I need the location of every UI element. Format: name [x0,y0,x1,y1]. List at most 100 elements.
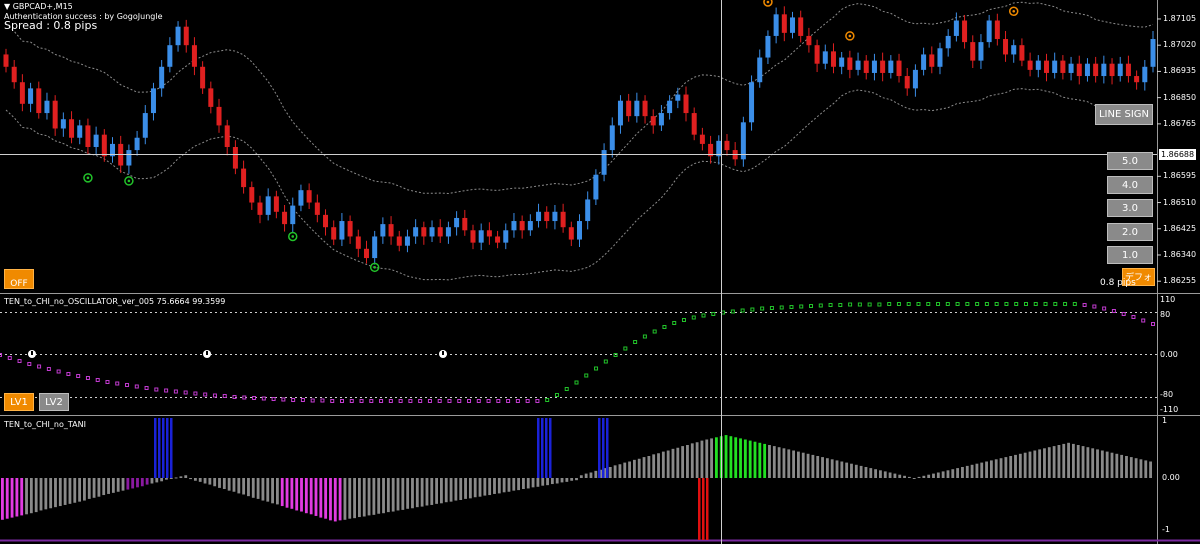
tani-bar [338,478,342,521]
tani-bar [792,450,796,478]
tani-bar [801,452,805,478]
default-button[interactable]: デフォルト [1122,268,1155,286]
price-tick-label: 1.86510 [1163,197,1197,207]
candle-body [486,230,492,237]
tani-bar [917,476,921,478]
value-button-2[interactable]: 2.0 [1107,223,1153,241]
tani-bar [777,447,781,478]
tani-bar [985,461,988,478]
tani-spike-up [549,418,552,478]
oscillator-point [134,384,139,389]
tani-bar [825,458,829,478]
tani-bar [927,474,931,478]
tani-bar [454,478,458,501]
tani-bar [806,453,810,478]
candle-body [683,94,689,114]
sell-signal-dot [1012,9,1016,13]
tani-bar [584,473,588,478]
tani-bar [903,475,906,478]
price-tick-label: 1.86255 [1163,276,1197,286]
lv1-button[interactable]: LV1 [4,393,34,411]
price-tick-label: 1.86765 [1163,118,1197,128]
tani-bar [1018,453,1022,478]
oscillator-point [359,399,364,403]
candle-body [855,60,861,70]
tani-bar [753,441,757,478]
candle-body [191,45,197,67]
tani-bar [975,463,979,478]
oscillator-point [193,391,198,396]
oscillator-point [300,398,305,402]
oscillator-point [46,367,51,371]
candle-body [1109,63,1115,77]
tani-spike-down [702,478,705,540]
tani-bar [324,478,328,519]
candle-body [601,150,607,175]
tani-bar [111,478,115,493]
tani-bar [946,470,950,478]
tani-bar [20,478,24,516]
tani-bar [874,469,878,478]
value-button-1[interactable]: 1.0 [1107,246,1153,264]
oscillator-values: 75.6664 99.3599 [156,297,226,306]
candle-body [52,100,58,129]
tani-bar [406,478,410,509]
tani-bar [174,477,178,479]
tani-bar [922,475,926,478]
oscillator-point [1072,302,1077,306]
tani-bar [1091,448,1095,478]
line-sign-button[interactable]: LINE SIGN [1095,104,1153,125]
tani-bar [203,478,207,484]
tani-bar [92,478,96,498]
candle-body [568,227,574,240]
candle-body [765,35,771,58]
oscillator-point [945,302,950,306]
tani-bar [251,478,255,498]
off-button[interactable]: OFF [4,269,34,289]
candle-body [617,100,623,126]
tani-spike-up [541,418,544,478]
tani-bar [29,478,33,514]
candle-body [396,236,402,246]
oscillator-point [125,383,130,387]
tani-bar [570,478,574,481]
lv2-button[interactable]: LV2 [39,393,69,411]
tani-bar [932,473,935,478]
tani-bar [39,478,43,511]
candle-body [3,54,9,67]
tani-bar [652,454,656,478]
tani-bar [266,478,270,502]
signal-markers [83,0,1019,273]
envelope-bands [5,1,1154,281]
oscillator-dots [0,302,1155,403]
tani-spike-up [154,418,157,478]
candle-body [134,137,140,151]
candle-body [462,217,468,231]
candle-body [609,125,615,151]
value-button-5[interactable]: 5.0 [1107,152,1153,170]
candle-body [437,227,443,237]
oscillator-point [232,395,237,399]
oscillator-point [535,399,540,403]
candle-body [372,236,378,259]
tani-spike-up [606,418,609,478]
tani-bar [681,446,685,478]
buy-signal-marker [83,173,93,183]
tani-bar [830,459,834,478]
oscillator-point [1033,302,1038,306]
oscillator-point [554,393,559,397]
tani-bar [459,478,463,500]
value-button-3[interactable]: 3.0 [1107,199,1153,217]
candle-body [896,60,902,77]
value-button-4[interactable]: 4.0 [1107,176,1153,194]
tani-bar [1149,461,1152,478]
candle-body [806,35,812,46]
candle-body [44,100,50,114]
candle-body [249,187,255,203]
oscillator-point [291,398,296,402]
oscillator-point [672,321,677,325]
oscillator-point [242,395,247,400]
oscillator-point [212,393,217,398]
tani-bar [430,478,434,505]
